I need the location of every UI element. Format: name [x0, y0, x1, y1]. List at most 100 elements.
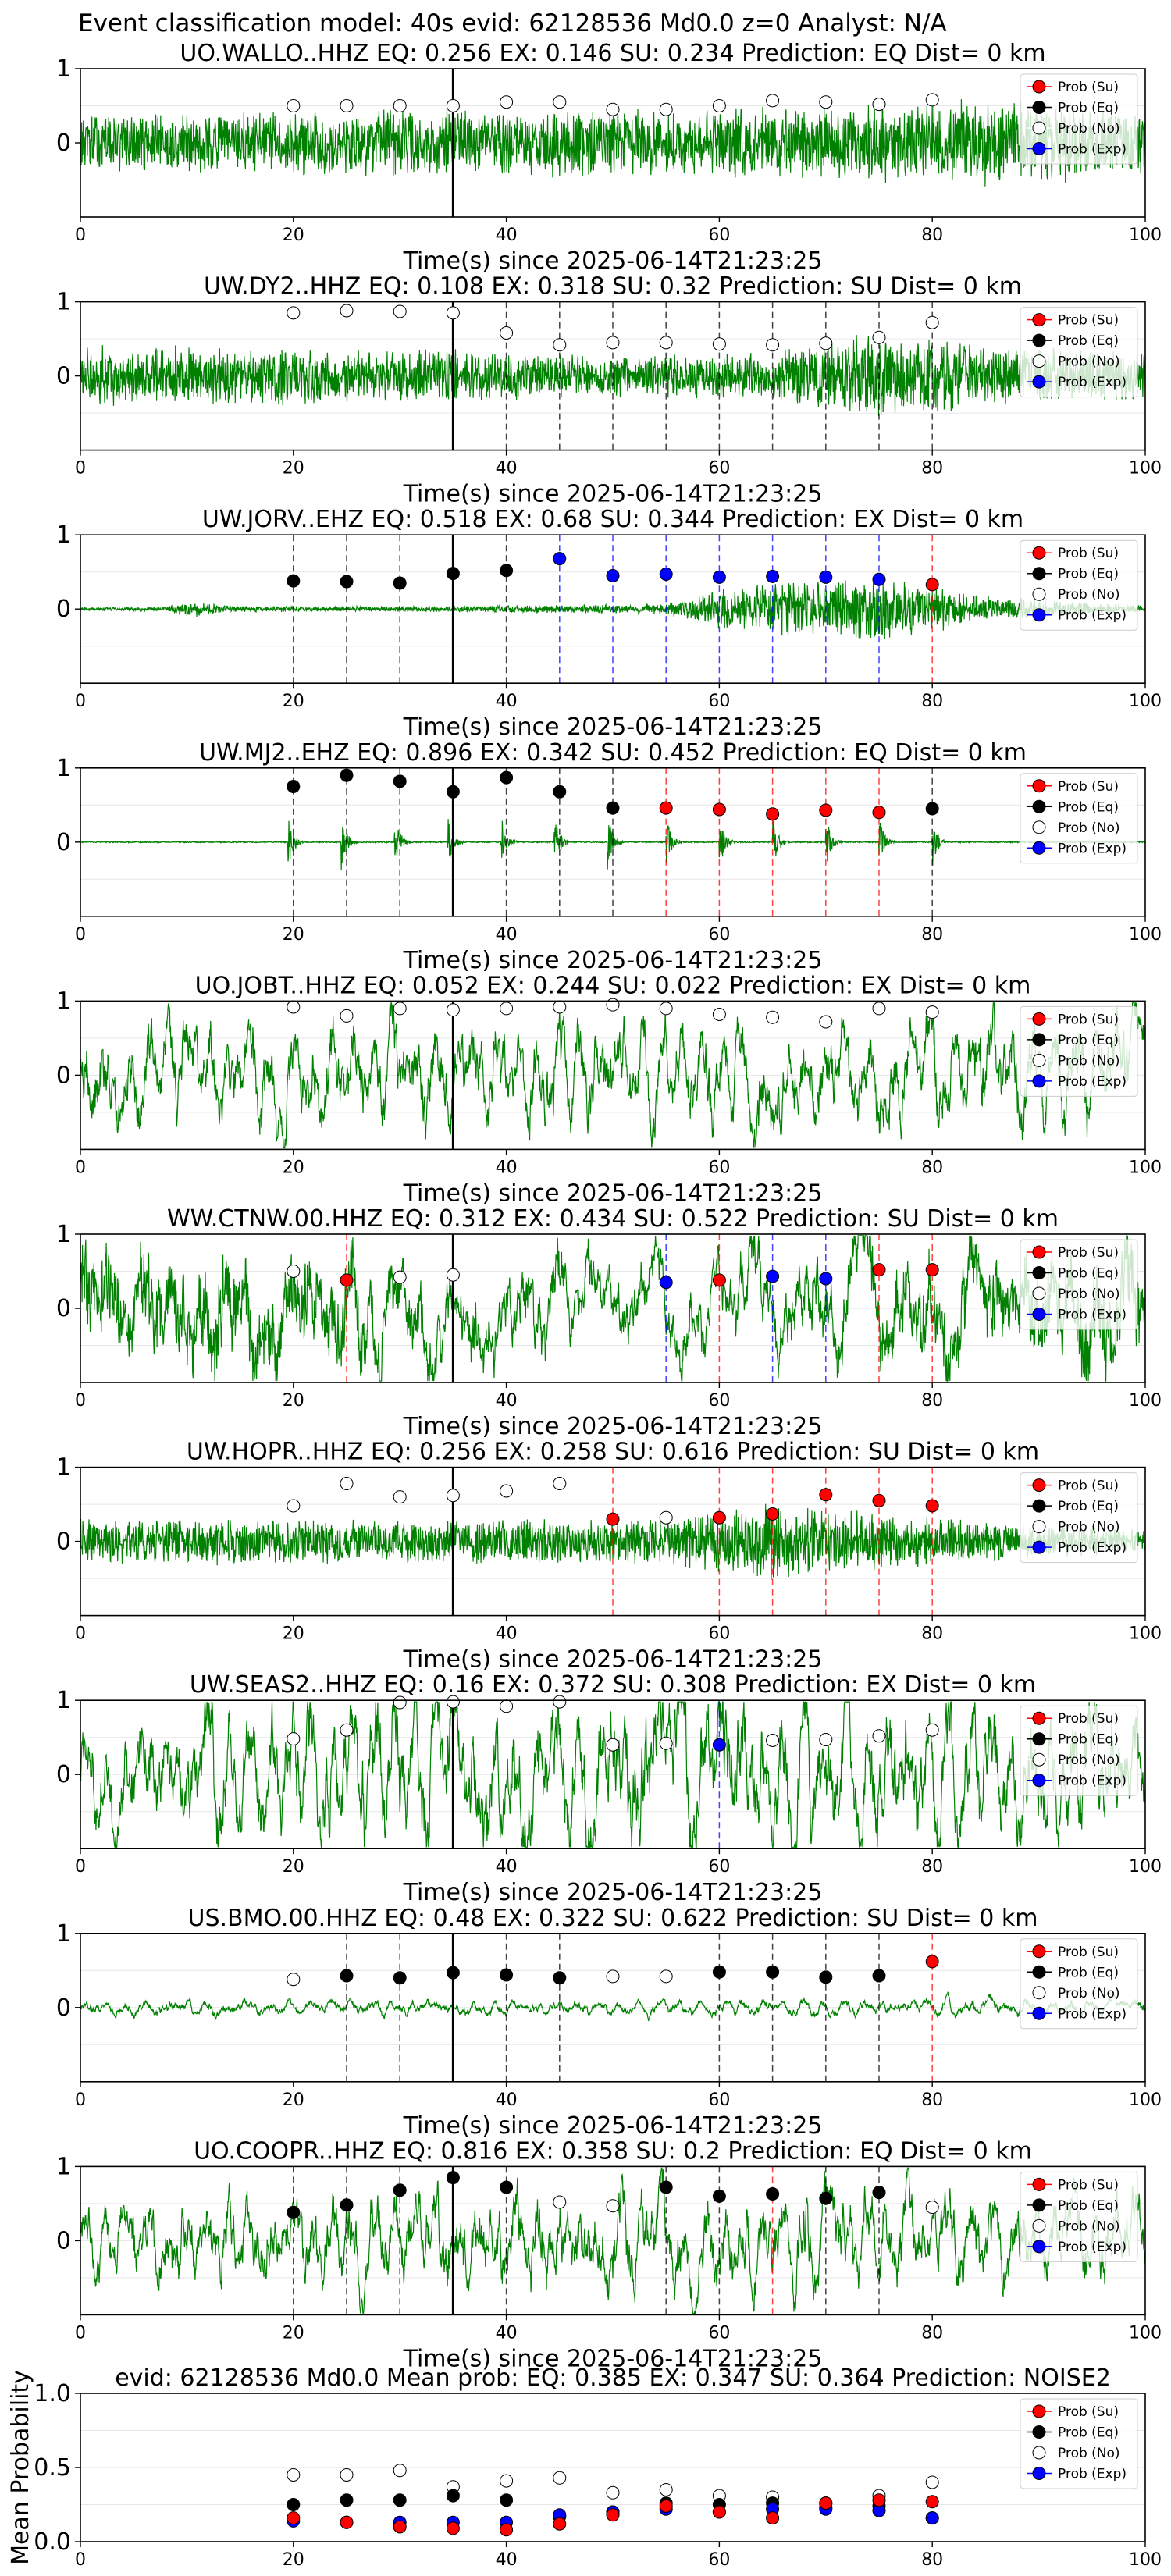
y-tick-label: 0 [56, 1295, 71, 1322]
prob-point-eq [393, 2493, 407, 2507]
legend-marker-exp [1032, 841, 1046, 855]
prob-point-no [393, 1002, 407, 1016]
x-tick-label: 80 [921, 1391, 943, 1411]
prob-point-eq [712, 2189, 726, 2203]
prob-point-no [500, 326, 514, 340]
legend-box [1020, 1705, 1138, 1796]
legend-marker-eq [1032, 333, 1046, 347]
prob-point-su [819, 803, 833, 817]
prob-point-no [287, 306, 301, 320]
prob-point-no [446, 1695, 460, 1709]
x-tick-label: 100 [1129, 226, 1162, 245]
legend-marker-eq [1032, 1266, 1046, 1279]
legend-label-su: Prob (Su) [1058, 546, 1119, 561]
panel-title: UW.SEAS2..HHZ EQ: 0.16 EX: 0.372 SU: 0.3… [190, 1671, 1036, 1699]
prob-point-no [606, 2199, 620, 2213]
x-axis-label: Time(s) since 2025-06-14T21:23:25 [403, 1646, 823, 1674]
prob-point-no [287, 1732, 301, 1746]
prob-point-no [659, 336, 673, 350]
legend-label-eq: Prob (Eq) [1058, 799, 1119, 815]
x-tick-label: 80 [921, 2090, 943, 2110]
prob-point-no [393, 1270, 407, 1284]
prob-point-no [553, 2195, 567, 2209]
legend-marker-su [1032, 1012, 1046, 1026]
legend-label-exp: Prob (Exp) [1058, 2240, 1127, 2255]
legend-label-exp: Prob (Exp) [1058, 142, 1127, 158]
legend-box [1020, 539, 1138, 631]
prob-point-no [766, 1734, 780, 1747]
legend-box [1020, 73, 1138, 165]
x-tick-label: 20 [283, 2550, 304, 2570]
prob-point-su [340, 2515, 354, 2529]
legend-label-no: Prob (No) [1058, 1752, 1120, 1768]
legend-label-no: Prob (No) [1058, 2446, 1120, 2461]
prob-point-no [766, 94, 780, 108]
prob-point-no [925, 1005, 939, 1019]
prob-point-no [553, 1695, 567, 1709]
x-tick-label: 60 [708, 1391, 730, 1411]
legend-label-eq: Prob (Eq) [1058, 333, 1119, 349]
legend-marker-exp [1032, 1074, 1046, 1088]
prob-point-no [287, 1973, 301, 1987]
legend-label-exp: Prob (Exp) [1058, 1774, 1127, 1789]
prob-point-no [872, 1729, 886, 1743]
legend-marker-no [1032, 2446, 1046, 2460]
y-tick-label: 1 [56, 55, 71, 83]
x-axis-label: Time(s) since 2025-06-14T21:23:25 [403, 2345, 823, 2372]
legend-marker-exp [1032, 142, 1046, 155]
prob-point-no [819, 1733, 833, 1747]
figure-title: Event classification model: 40s evid: 62… [78, 9, 947, 37]
x-tick-label: 0 [75, 1857, 86, 1877]
legend-marker-no [1032, 820, 1046, 834]
panel-title: UW.HOPR..HHZ EQ: 0.256 EX: 0.258 SU: 0.6… [187, 1439, 1039, 1466]
legend-marker-su [1032, 2177, 1046, 2191]
x-axis-label: Time(s) since 2025-06-14T21:23:25 [403, 2112, 823, 2140]
x-tick-label: 40 [496, 2550, 518, 2570]
prob-point-su [872, 1263, 886, 1277]
legend-label-no: Prob (No) [1058, 587, 1120, 603]
x-tick-label: 0 [75, 2550, 86, 2570]
x-tick-label: 20 [283, 1857, 304, 1877]
legend-marker-no [1032, 121, 1046, 135]
prob-point-no [553, 1477, 567, 1490]
prob-point-exp [766, 1269, 780, 1283]
prob-point-no [712, 99, 726, 112]
prob-point-eq [287, 2498, 301, 2511]
prob-point-no [872, 1002, 886, 1016]
prob-point-no [340, 1009, 354, 1023]
x-axis-label: Time(s) since 2025-06-14T21:23:25 [403, 247, 823, 275]
legend-label-su: Prob (Su) [1058, 1944, 1119, 1960]
legend-marker-no [1032, 1752, 1046, 1767]
legend-marker-exp [1032, 2240, 1046, 2254]
y-tick-label: 0 [56, 596, 71, 623]
y-tick-label: 0 [56, 1761, 71, 1788]
x-tick-label: 20 [283, 925, 304, 945]
prob-point-eq [819, 2191, 833, 2205]
prob-point-no [393, 2464, 407, 2478]
waveform-trace [80, 1699, 1146, 1848]
panel-title: UW.MJ2..EHZ EQ: 0.896 EX: 0.342 SU: 0.45… [199, 739, 1027, 767]
panels-container: UO.WALLO..HHZ EQ: 0.256 EX: 0.146 SU: 0.… [7, 40, 1162, 2570]
legend-marker-no [1032, 1053, 1046, 1067]
x-tick-label: 0 [75, 2323, 86, 2343]
y-tick-label: 0 [56, 2227, 71, 2254]
legend-label-su: Prob (Su) [1058, 2404, 1119, 2420]
x-tick-label: 80 [921, 226, 943, 245]
prob-point-eq [500, 770, 514, 785]
panel-title: WW.CTNW.00.HHZ EQ: 0.312 EX: 0.434 SU: 0… [167, 1205, 1059, 1233]
prob-point-no [287, 99, 301, 112]
prob-point-su [872, 806, 886, 820]
x-tick-label: 40 [496, 226, 518, 245]
prob-point-no [872, 98, 886, 112]
legend-label-no: Prob (No) [1058, 354, 1120, 370]
x-tick-label: 100 [1129, 1624, 1162, 1644]
legend-box [1020, 307, 1138, 398]
prob-point-su [712, 802, 726, 817]
x-axis-label: Time(s) since 2025-06-14T21:23:25 [403, 1413, 823, 1440]
prob-point-eq [659, 2180, 673, 2194]
prob-point-exp [766, 569, 780, 583]
prob-point-no [393, 304, 407, 318]
x-tick-label: 100 [1129, 1158, 1162, 1177]
x-tick-label: 80 [921, 692, 943, 711]
prob-point-su [606, 2508, 620, 2522]
